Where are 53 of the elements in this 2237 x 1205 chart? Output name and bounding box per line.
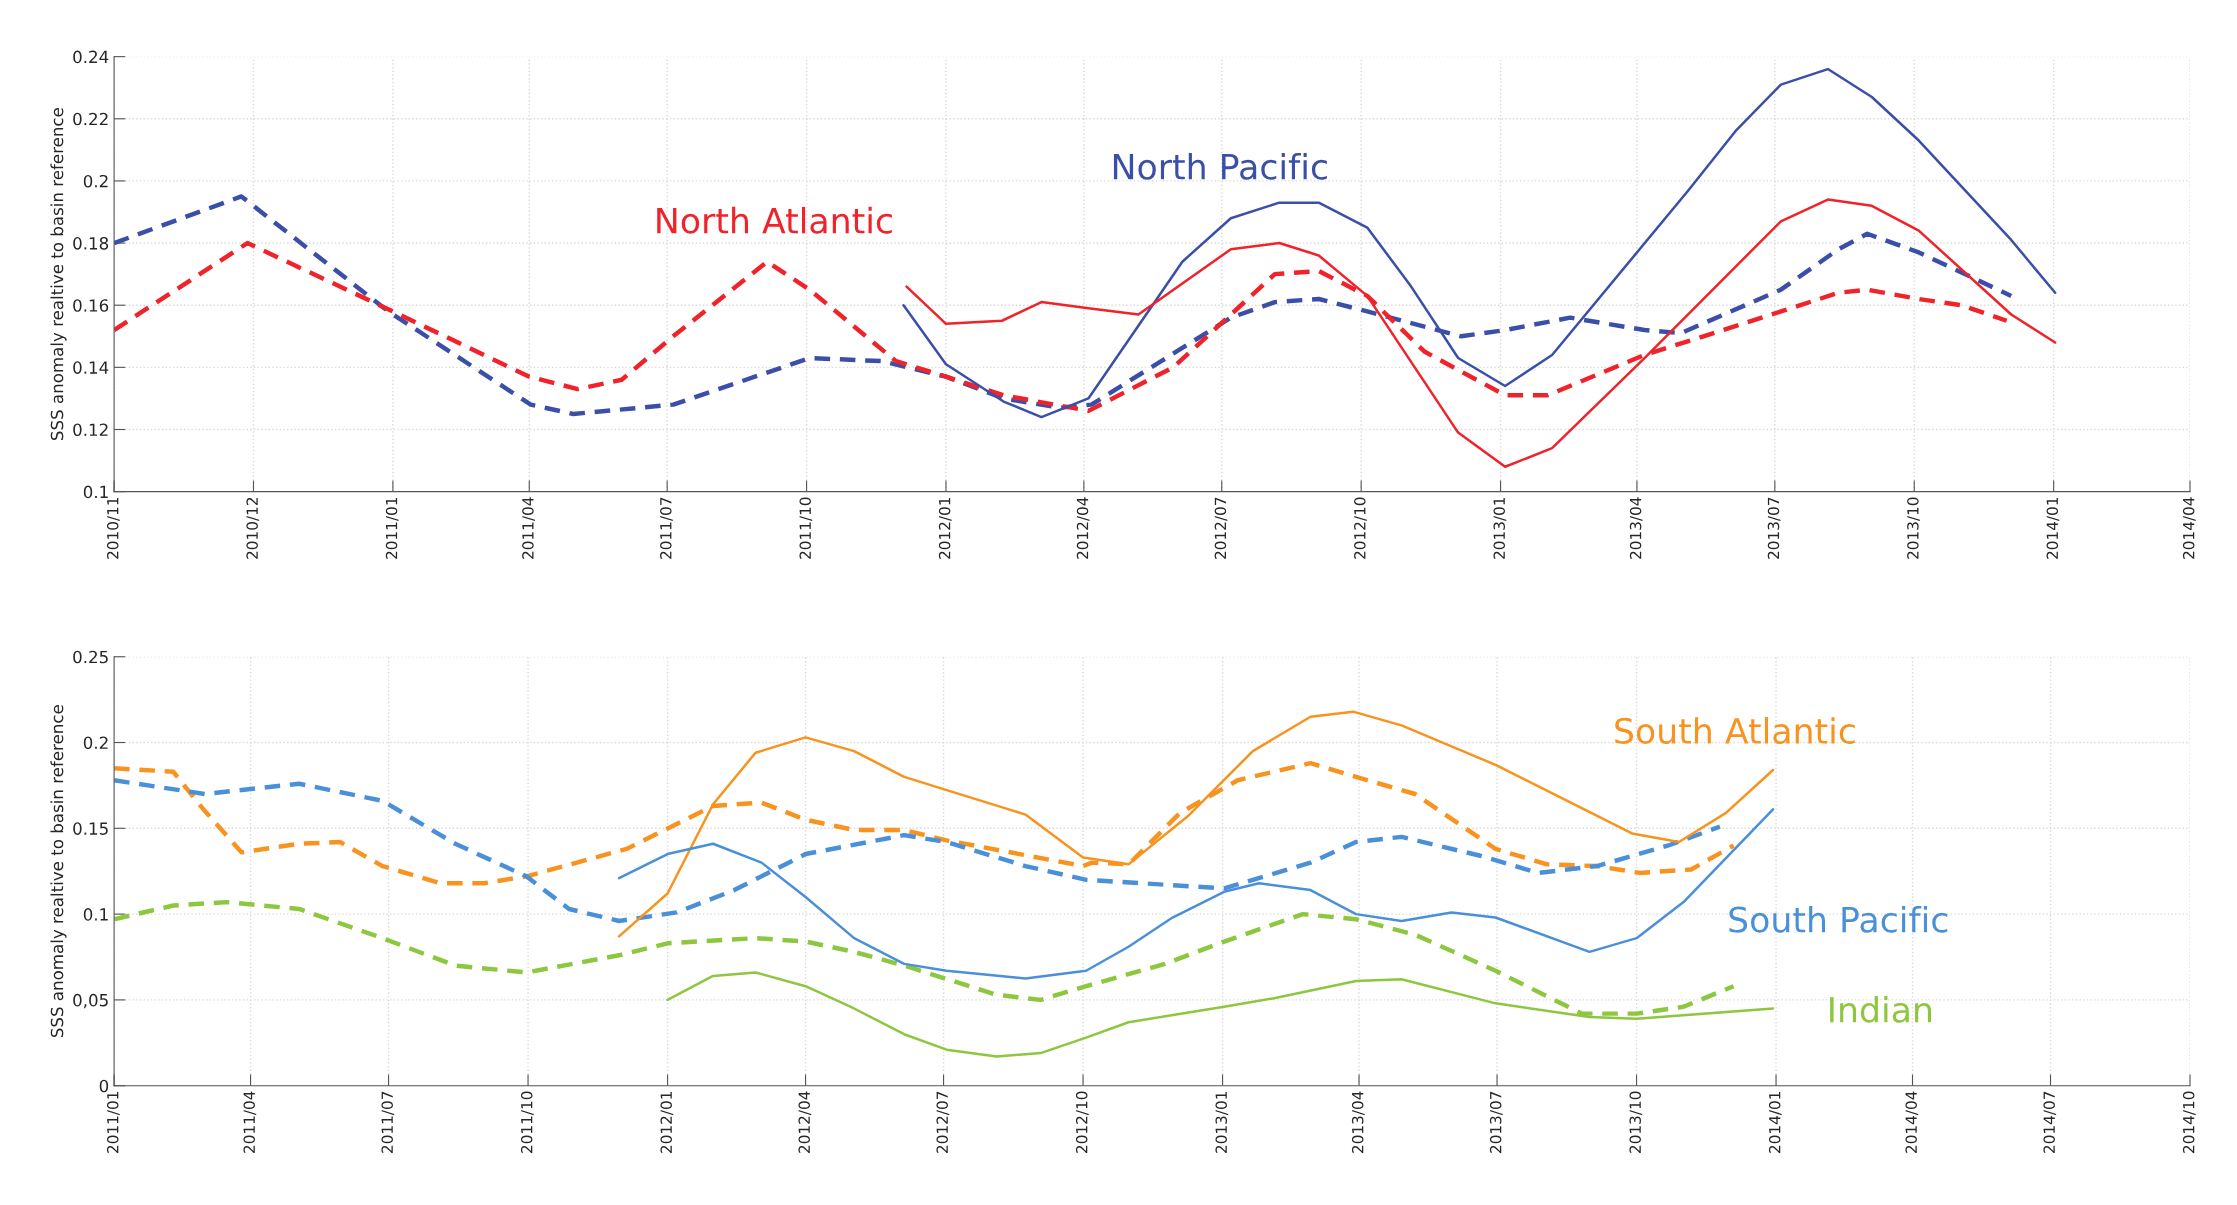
series-label: South Pacific (1729, 905, 1948, 933)
y-tick-label: 0 (99, 1079, 109, 1093)
x-tick-label: 2011/01 (385, 497, 399, 559)
y-tick-label: 0.1 (83, 908, 108, 921)
series-label: Indian (1830, 995, 1932, 1023)
series-label: South Atlantic (1615, 717, 1855, 745)
series-label: North Atlantic (657, 206, 892, 234)
x-tick-label: 2014/10 (2182, 1091, 2196, 1153)
x-tick-label: 2011/01 (106, 1091, 120, 1153)
y-tick-label: 0.22 (73, 112, 108, 126)
x-tick-label: 2014/01 (1768, 1091, 1782, 1153)
x-tick-label: 2012/07 (936, 1091, 950, 1153)
y-tick-label: 0.15 (73, 822, 108, 835)
y-axis-title: SSS anomaly realtive to basin reference (50, 705, 67, 1038)
x-tick-label: 2013/07 (1767, 497, 1781, 559)
y-tick-label: 0.24 (73, 50, 109, 64)
x-tick-label: 2011/07 (381, 1091, 395, 1153)
x-tick-label: 2010/11 (106, 497, 120, 559)
x-tick-label: 2013/01 (1493, 497, 1507, 559)
x-tick-label: 2013/07 (1489, 1091, 1503, 1153)
y-tick-label: 0.25 (73, 650, 108, 664)
y-tick-label: 0.1 (83, 485, 108, 499)
x-tick-label: 2012/01 (938, 497, 952, 559)
x-tick-label: 2013/04 (1351, 1091, 1365, 1153)
y-tick-label: 0.14 (73, 361, 109, 374)
y-tick-label: 0.18 (73, 237, 109, 250)
x-tick-label: 2011/10 (799, 497, 813, 559)
y-tick-label: 0.2 (83, 174, 108, 188)
x-tick-label: 2012/01 (660, 1091, 674, 1153)
x-tick-label: 2013/04 (1629, 497, 1643, 559)
x-tick-label: 2011/04 (522, 497, 535, 559)
x-tick-label: 2010/12 (246, 498, 260, 559)
x-tick-label: 2012/04 (798, 1091, 812, 1153)
y-tick-label: 0,05 (73, 993, 108, 1009)
x-tick-label: 2014/04 (2182, 497, 2196, 559)
y-tick-label: 0.2 (83, 736, 108, 750)
x-tick-label: 2013/10 (1629, 1091, 1643, 1153)
x-tick-label: 2012/07 (1214, 497, 1228, 559)
y-tick-label: 0.12 (73, 423, 108, 437)
x-tick-label: 2014/07 (2043, 1091, 2057, 1153)
x-tick-label: 2012/04 (1076, 497, 1090, 559)
x-tick-label: 2014/01 (2046, 497, 2060, 559)
x-tick-label: 2011/10 (520, 1091, 534, 1153)
y-axis-title: SSS anomaly realtive to basin reference (50, 108, 67, 441)
series-label: North Pacific (1113, 152, 1327, 180)
x-tick-label: 2011/04 (243, 1091, 257, 1153)
x-tick-label: 2012/10 (1075, 1091, 1089, 1153)
x-tick-label: 2014/04 (1905, 1091, 1919, 1153)
x-tick-label: 2011/07 (660, 497, 673, 559)
x-tick-label: 2013/01 (1215, 1091, 1229, 1153)
x-tick-label: 2012/10 (1354, 497, 1367, 559)
y-tick-label: 0.16 (73, 299, 109, 312)
x-tick-label: 2013/10 (1907, 497, 1920, 559)
